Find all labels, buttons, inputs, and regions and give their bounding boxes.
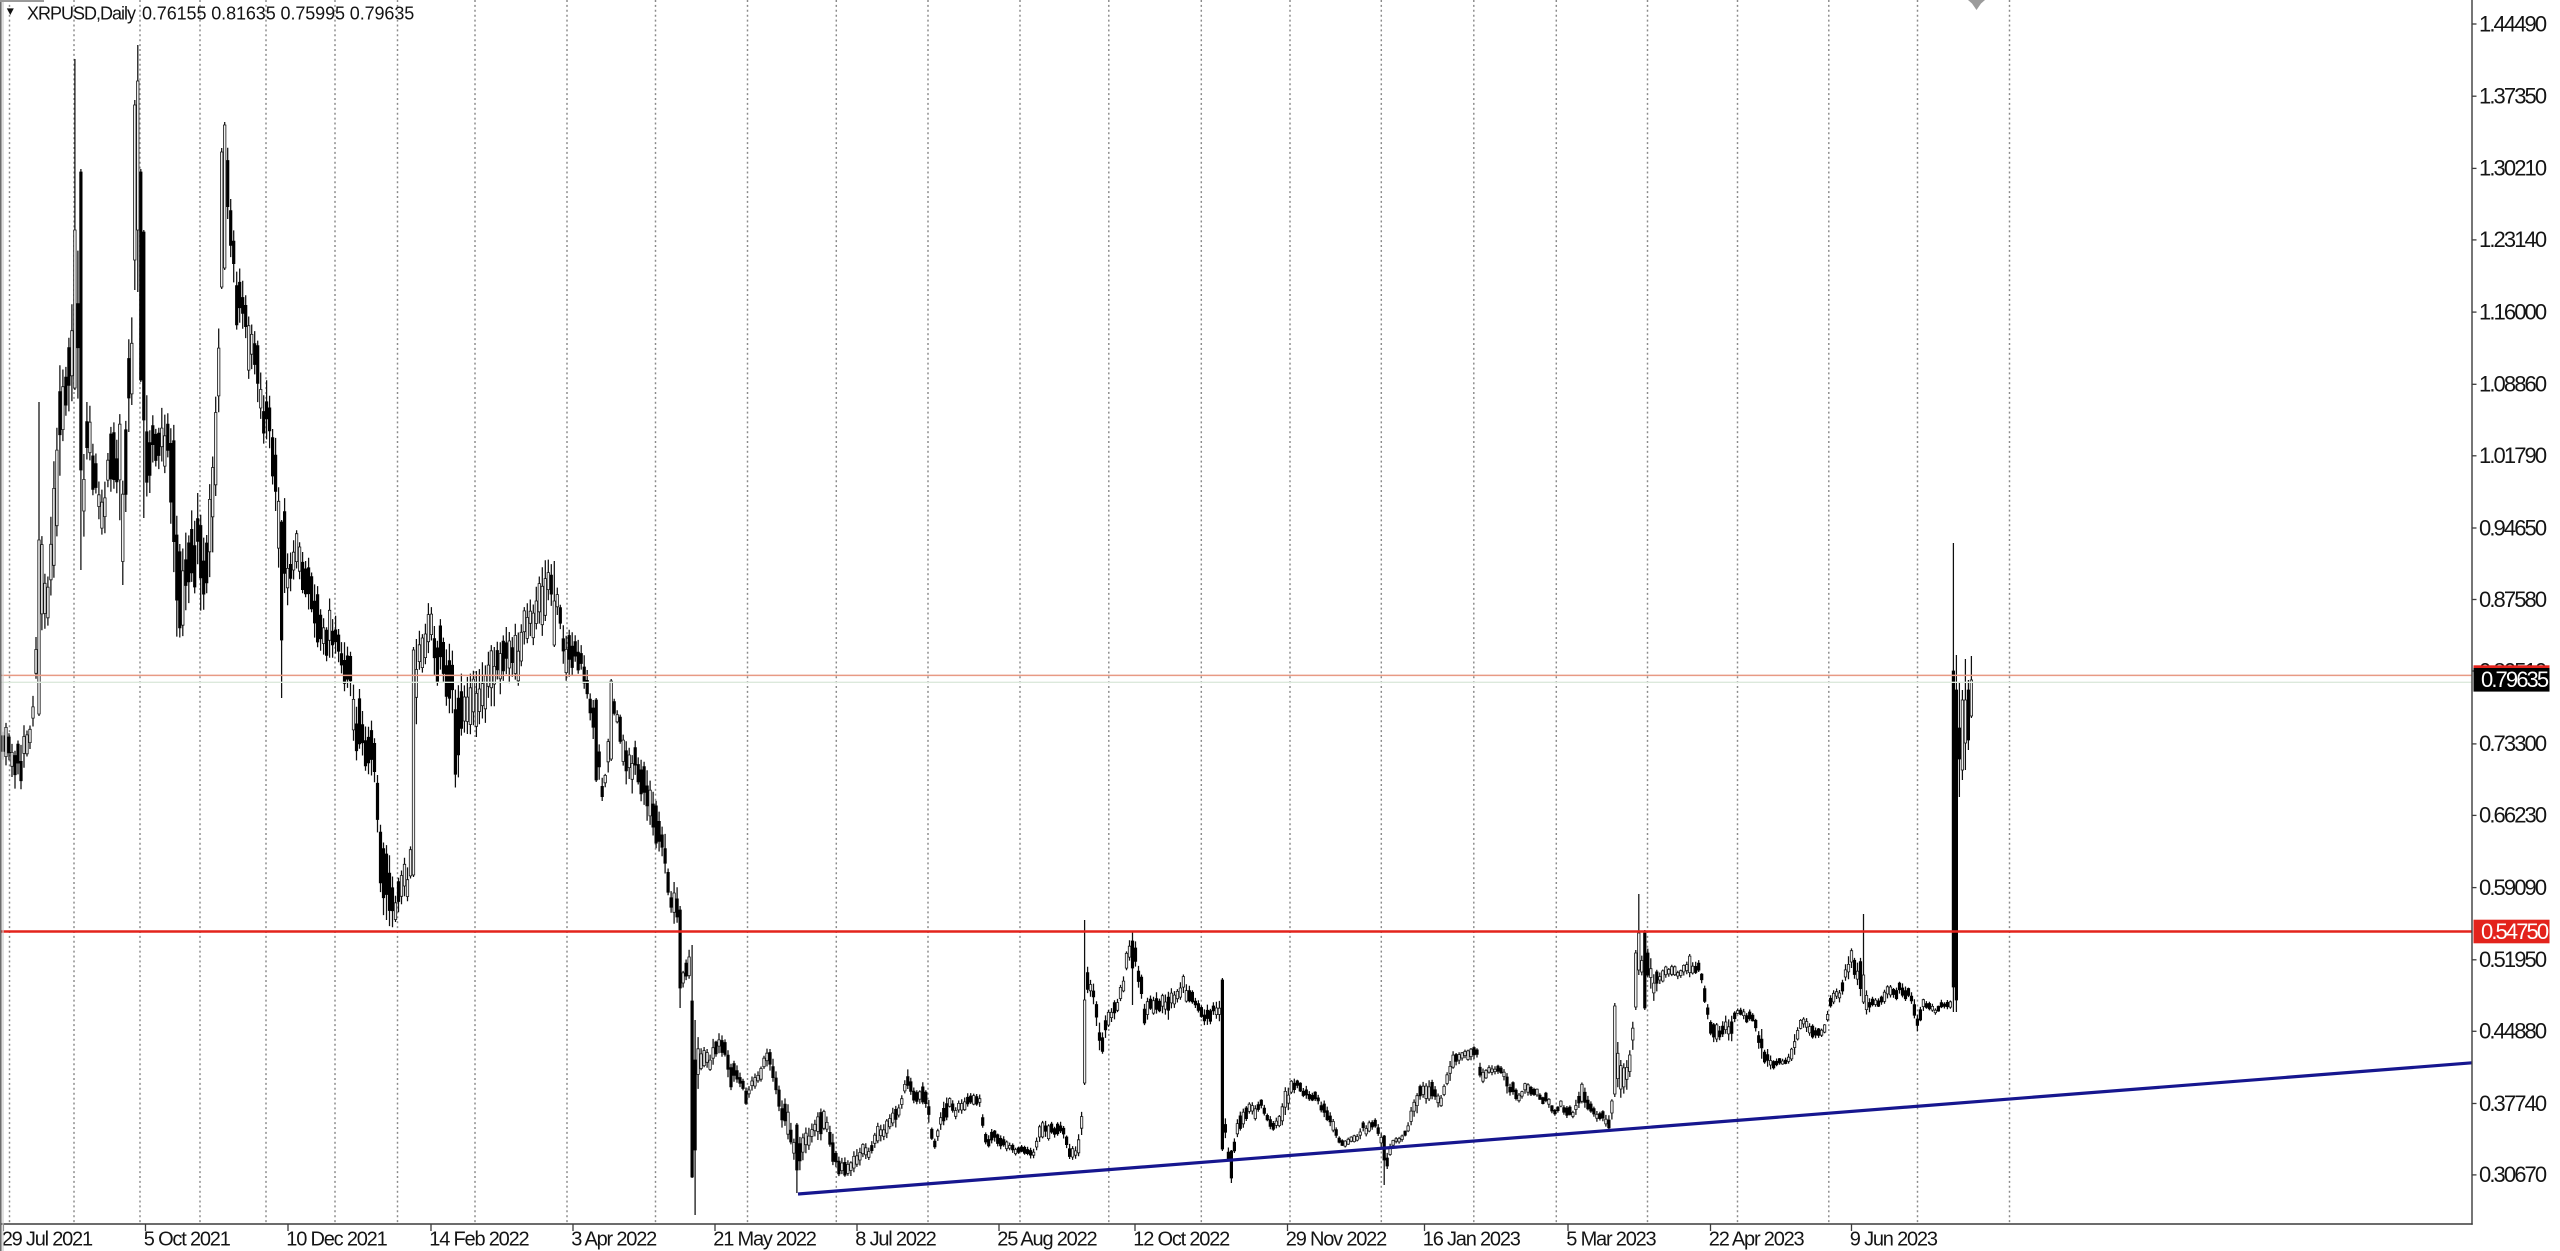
svg-text:1.30210: 1.30210 — [2479, 156, 2547, 181]
svg-text:1.01790: 1.01790 — [2479, 443, 2547, 468]
svg-text:0.94650: 0.94650 — [2479, 515, 2547, 540]
svg-text:0.66230: 0.66230 — [2479, 803, 2547, 828]
svg-text:5 Oct 2021: 5 Oct 2021 — [144, 1229, 231, 1251]
svg-text:5 Mar 2023: 5 Mar 2023 — [1566, 1229, 1656, 1251]
svg-text:0.44880: 0.44880 — [2479, 1019, 2547, 1044]
svg-text:21 May 2022: 21 May 2022 — [713, 1229, 817, 1251]
svg-text:10 Dec 2021: 10 Dec 2021 — [286, 1229, 387, 1251]
svg-text:0.79635: 0.79635 — [2481, 667, 2549, 692]
svg-text:0.59090: 0.59090 — [2479, 875, 2547, 900]
svg-text:14 Feb 2022: 14 Feb 2022 — [429, 1229, 529, 1251]
svg-text:12 Oct 2022: 12 Oct 2022 — [1133, 1229, 1230, 1251]
svg-text:XRPUSD,Daily: XRPUSD,Daily — [27, 4, 136, 24]
svg-text:29 Nov 2022: 29 Nov 2022 — [1286, 1229, 1387, 1251]
svg-text:0.54750: 0.54750 — [2481, 919, 2549, 944]
svg-text:22 Apr 2023: 22 Apr 2023 — [1709, 1229, 1805, 1251]
svg-text:29 Jul 2021: 29 Jul 2021 — [2, 1229, 93, 1251]
svg-text:0.87580: 0.87580 — [2479, 587, 2547, 612]
svg-text:0.51950: 0.51950 — [2479, 947, 2547, 972]
svg-text:25 Aug 2022: 25 Aug 2022 — [997, 1229, 1097, 1251]
svg-text:0.73300: 0.73300 — [2479, 731, 2547, 756]
svg-text:1.44490: 1.44490 — [2479, 11, 2547, 36]
svg-text:16 Jan 2023: 16 Jan 2023 — [1423, 1229, 1521, 1251]
svg-text:1.08860: 1.08860 — [2479, 372, 2547, 397]
svg-text:0.30670: 0.30670 — [2479, 1162, 2547, 1187]
svg-text:1.16000: 1.16000 — [2479, 299, 2547, 324]
svg-text:0.76155 0.81635 0.75995 0.7963: 0.76155 0.81635 0.75995 0.79635 — [142, 4, 414, 24]
svg-text:1.37350: 1.37350 — [2479, 84, 2547, 109]
svg-text:9 Jun 2023: 9 Jun 2023 — [1850, 1229, 1938, 1251]
svg-text:0.37740: 0.37740 — [2479, 1091, 2547, 1116]
svg-text:1.23140: 1.23140 — [2479, 227, 2547, 252]
svg-text:8 Jul 2022: 8 Jul 2022 — [855, 1229, 936, 1251]
svg-text:3 Apr 2022: 3 Apr 2022 — [571, 1229, 657, 1251]
